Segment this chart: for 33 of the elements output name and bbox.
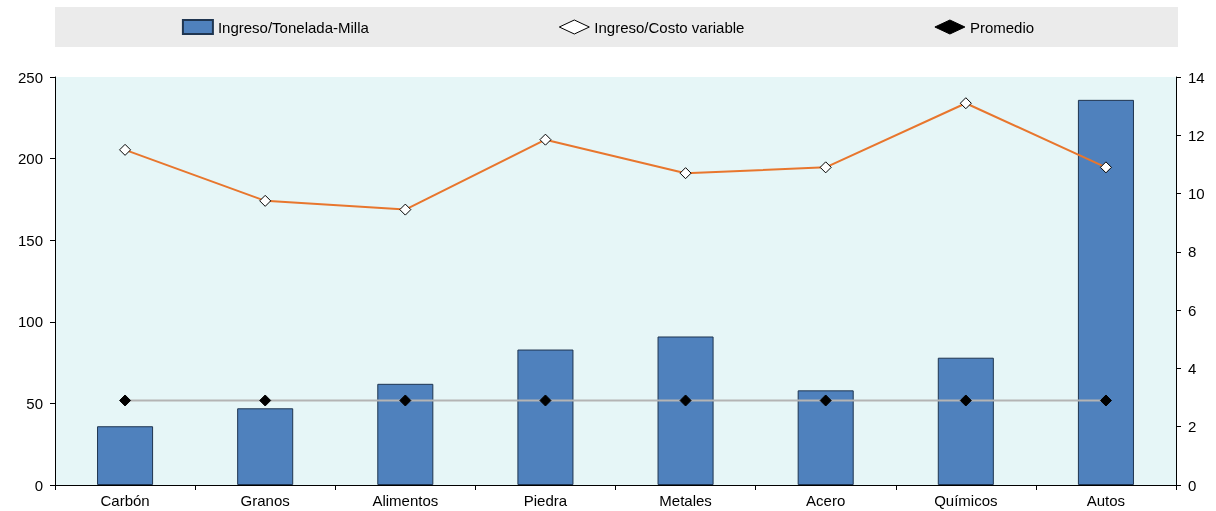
y2-tick-label: 4: [1188, 359, 1197, 377]
y2-tick-label: 10: [1188, 185, 1205, 203]
y-tick-label: 150: [17, 231, 43, 249]
bar: [237, 408, 294, 485]
x-tick-label: Alimentos: [372, 492, 439, 509]
y-tick-label: 200: [17, 150, 43, 168]
x-tick-label: Químicos: [934, 492, 998, 509]
bar: [97, 426, 154, 485]
x-tick-label: Acero: [806, 492, 846, 509]
y2-tick-label: 8: [1188, 243, 1197, 261]
y2-tick-label: 14: [1188, 68, 1205, 86]
x-tick-label: Granos: [240, 492, 290, 509]
x-tick-label: Carbón: [100, 492, 150, 509]
y2-tick-label: 12: [1188, 126, 1205, 144]
x-tick-label: Piedra: [523, 492, 568, 509]
x-tick-label: Metales: [659, 492, 712, 509]
y-tick-label: 0: [34, 476, 43, 494]
y-tick-label: 100: [17, 313, 43, 331]
y-tick-label: 250: [17, 68, 43, 86]
y-tick-label: 50: [26, 394, 43, 412]
legend-label: Promedio: [969, 18, 1035, 36]
y2-tick-label: 2: [1188, 418, 1197, 436]
bar: [517, 349, 574, 485]
legend-label: Ingreso/Costo variable: [594, 18, 745, 36]
bar: [377, 383, 434, 485]
bar: [1077, 99, 1134, 485]
bar: [657, 336, 714, 485]
bar: [937, 357, 994, 485]
y2-tick-label: 6: [1188, 301, 1197, 319]
y2-tick-label: 0: [1188, 476, 1197, 494]
bar: [797, 390, 854, 485]
legend-label: Ingreso/Tonelada-Milla: [217, 18, 370, 36]
x-tick-label: Autos: [1086, 492, 1126, 509]
